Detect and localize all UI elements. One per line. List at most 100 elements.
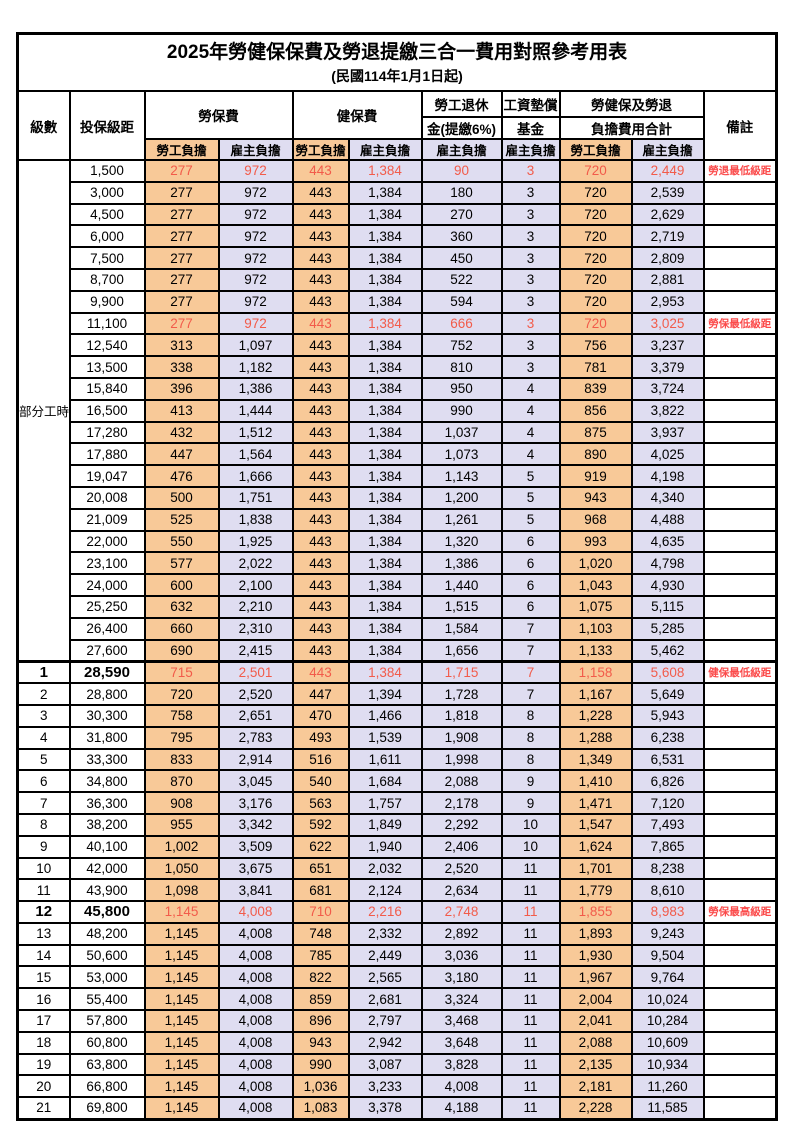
cell-labor-employee: 908	[143, 791, 220, 815]
cell-bracket: 25,250	[68, 594, 146, 619]
cell-fund-employer: 11	[500, 987, 561, 1012]
cell-pension-employer: 990	[420, 398, 503, 423]
cell-labor-employee: 715	[143, 659, 220, 685]
cell-fund-employer: 3	[500, 355, 561, 379]
cell-remark	[702, 551, 778, 576]
cell-fund-employer: 7	[500, 638, 561, 663]
cell-fund-employer: 11	[500, 921, 561, 946]
cell-health-employee: 443	[291, 398, 350, 423]
cell-labor-employee: 1,145	[143, 1074, 220, 1099]
cell-total-employee: 720	[558, 180, 633, 205]
cell-health-employer: 2,797	[347, 1009, 423, 1033]
cell-fund-employer: 3	[500, 224, 561, 249]
cell-pension-employer: 594	[420, 289, 503, 314]
cell-labor-employer: 4,008	[217, 1009, 294, 1033]
cell-total-employer: 8,238	[630, 856, 705, 881]
table-row: 22,000 550 1,925 443 1,384 1,320 6 993 4,635	[18, 529, 778, 554]
cell-health-employee: 443	[291, 311, 350, 336]
cell-total-employer: 4,340	[630, 485, 705, 510]
cell-labor-employer: 1,925	[217, 529, 294, 554]
cell-total-employer: 2,809	[630, 246, 705, 270]
cell-labor-employee: 955	[143, 812, 220, 837]
cell-bracket: 57,800	[68, 1009, 146, 1033]
table-row: 8,700 277 972 443 1,384 522 3 720 2,881	[18, 267, 778, 292]
cell-fund-employer: 10	[500, 834, 561, 859]
subheader-pension-employer: 雇主負擔	[420, 138, 503, 161]
cell-level: 13	[16, 921, 71, 946]
cell-bracket: 22,000	[68, 529, 146, 554]
cell-total-employer: 2,539	[630, 180, 705, 205]
cell-health-employee: 516	[291, 747, 350, 772]
cell-labor-employer: 1,666	[217, 464, 294, 488]
cell-health-employee: 443	[291, 442, 350, 467]
cell-labor-employee: 1,002	[143, 834, 220, 859]
cell-total-employer: 2,449	[630, 159, 705, 183]
cell-health-employee: 443	[291, 529, 350, 554]
cell-pension-employer: 1,261	[420, 507, 503, 532]
table-row: 4 31,800 795 2,783 493 1,539 1,908 8 1,288 6,238	[16, 725, 778, 750]
cell-remark	[702, 355, 778, 379]
cell-pension-employer: 1,998	[420, 747, 503, 772]
cell-health-employee: 443	[291, 638, 350, 663]
cell-health-employee: 748	[291, 921, 350, 946]
table-row: 18 60,800 1,145 4,008 943 2,942 3,648 11 2,088 10…	[16, 1030, 778, 1055]
cell-fund-employer: 3	[500, 333, 561, 358]
cell-labor-employer: 2,100	[217, 573, 294, 597]
cell-bracket: 1,500	[68, 159, 146, 183]
table-row: 13,500 338 1,182 443 1,384 810 3 781 3,379	[18, 355, 778, 379]
cell-bracket: 34,800	[68, 769, 146, 794]
cell-health-employee: 470	[291, 703, 350, 728]
cell-total-employee: 1,547	[558, 812, 633, 837]
cell-labor-employer: 1,751	[217, 485, 294, 510]
cell-health-employer: 1,611	[347, 747, 423, 772]
cell-level: 11	[16, 878, 71, 903]
cell-health-employee: 540	[291, 769, 350, 794]
table-body: 部分工時 1,500 277 972 443 1,384 90 3 720 2,449 勞退最低級距…	[16, 158, 778, 1121]
cell-pension-employer: 1,200	[420, 485, 503, 510]
cell-labor-employer: 4,008	[217, 1074, 294, 1099]
cell-health-employer: 1,384	[347, 442, 423, 467]
cell-labor-employee: 1,098	[143, 878, 220, 903]
cell-bracket: 4,500	[68, 202, 146, 227]
header-wage-fund-line2: 基金	[500, 116, 561, 140]
cell-total-employer: 6,238	[630, 725, 705, 750]
table-row: 24,000 600 2,100 443 1,384 1,440 6 1,043 4,930	[18, 573, 778, 597]
cell-total-employee: 1,288	[558, 725, 633, 750]
cell-total-employee: 1,779	[558, 878, 633, 903]
cell-total-employer: 7,120	[630, 791, 705, 815]
cell-total-employee: 1,410	[558, 769, 633, 794]
cell-remark	[702, 747, 778, 772]
cell-remark	[702, 507, 778, 532]
cell-remark	[702, 616, 778, 641]
cell-total-employee: 1,893	[558, 921, 633, 946]
cell-remark	[702, 921, 778, 946]
cell-labor-employer: 3,675	[217, 856, 294, 881]
cell-total-employer: 5,462	[630, 638, 705, 663]
table-row: 7 36,300 908 3,176 563 1,757 2,178 9 1,471 7,120	[16, 791, 778, 815]
cell-pension-employer: 2,748	[420, 900, 503, 924]
cell-remark	[702, 769, 778, 794]
cell-health-employer: 1,384	[347, 376, 423, 401]
cell-total-employer: 11,260	[630, 1074, 705, 1099]
table-row: 12,540 313 1,097 443 1,384 752 3 756 3,237	[18, 333, 778, 358]
cell-fund-employer: 9	[500, 769, 561, 794]
premium-reference-table: 2025年勞健保保費及勞退提繳三合一費用對照參考用表 (民國114年1月1日起)…	[16, 32, 779, 1121]
cell-health-employee: 493	[291, 725, 350, 750]
table-row: 部分工時 1,500 277 972 443 1,384 90 3 720 2,449 勞退最低級距	[16, 158, 778, 663]
table-row: 15 53,000 1,145 4,008 822 2,565 3,180 11 1,967 9,…	[16, 965, 778, 990]
cell-labor-employer: 972	[217, 311, 294, 336]
cell-pension-employer: 3,828	[420, 1052, 503, 1077]
cell-health-employer: 3,233	[347, 1074, 423, 1099]
cell-health-employee: 443	[291, 333, 350, 358]
header-level: 級數	[16, 90, 71, 161]
cell-pension-employer: 3,036	[420, 943, 503, 968]
page-title: 2025年勞健保保費及勞退提繳三合一費用對照參考用表	[166, 41, 628, 63]
cell-pension-employer: 1,656	[420, 638, 503, 663]
cell-health-employee: 443	[291, 573, 350, 597]
table-row: 21,009 525 1,838 443 1,384 1,261 5 968 4,488	[18, 507, 778, 532]
cell-bracket: 8,700	[68, 267, 146, 292]
cell-labor-employer: 972	[217, 202, 294, 227]
cell-fund-employer: 11	[500, 943, 561, 968]
cell-fund-employer: 6	[500, 594, 561, 619]
cell-total-employee: 1,967	[558, 965, 633, 990]
